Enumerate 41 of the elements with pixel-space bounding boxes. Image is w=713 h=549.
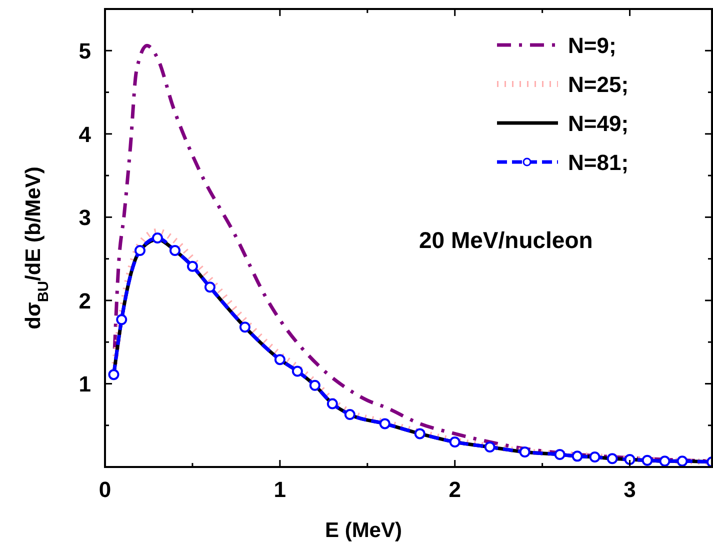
annotation: 20 MeV/nucleon	[419, 227, 593, 253]
point	[134, 244, 146, 256]
x-axis-title: E (MeV)	[324, 519, 402, 542]
point	[379, 418, 390, 430]
point	[344, 409, 356, 420]
point	[676, 456, 688, 467]
legend-label: N=9;	[568, 33, 616, 58]
legend-label: N=49;	[568, 111, 629, 136]
point	[414, 428, 426, 440]
point	[624, 454, 636, 466]
point	[169, 244, 180, 256]
y-tick-label: 1	[78, 372, 91, 397]
x-tick-label: 0	[98, 477, 112, 502]
point	[116, 314, 128, 326]
point	[309, 380, 320, 391]
point	[152, 232, 163, 244]
x-tick-label: 2	[448, 477, 461, 502]
point	[606, 453, 618, 464]
x-tick-label: 3	[624, 477, 636, 502]
point	[239, 322, 250, 333]
point	[519, 446, 530, 458]
point	[572, 450, 583, 462]
point	[204, 282, 216, 293]
point	[274, 354, 286, 366]
point	[659, 456, 670, 467]
y-tick-label: 2	[78, 288, 91, 314]
point	[326, 398, 338, 410]
legend-label: N=81;	[568, 150, 629, 175]
y-tick-label: 4	[78, 122, 92, 147]
point	[589, 452, 600, 463]
point	[484, 442, 496, 453]
y-tick-label: 5	[78, 38, 91, 64]
y-tick-label: 3	[78, 205, 91, 230]
x-tick-label: 1	[274, 477, 286, 502]
legend-label: N=25;	[568, 72, 629, 97]
point	[186, 260, 198, 272]
point	[292, 366, 303, 377]
point	[108, 369, 120, 380]
point	[554, 449, 566, 460]
point	[449, 436, 460, 448]
point	[642, 454, 653, 466]
